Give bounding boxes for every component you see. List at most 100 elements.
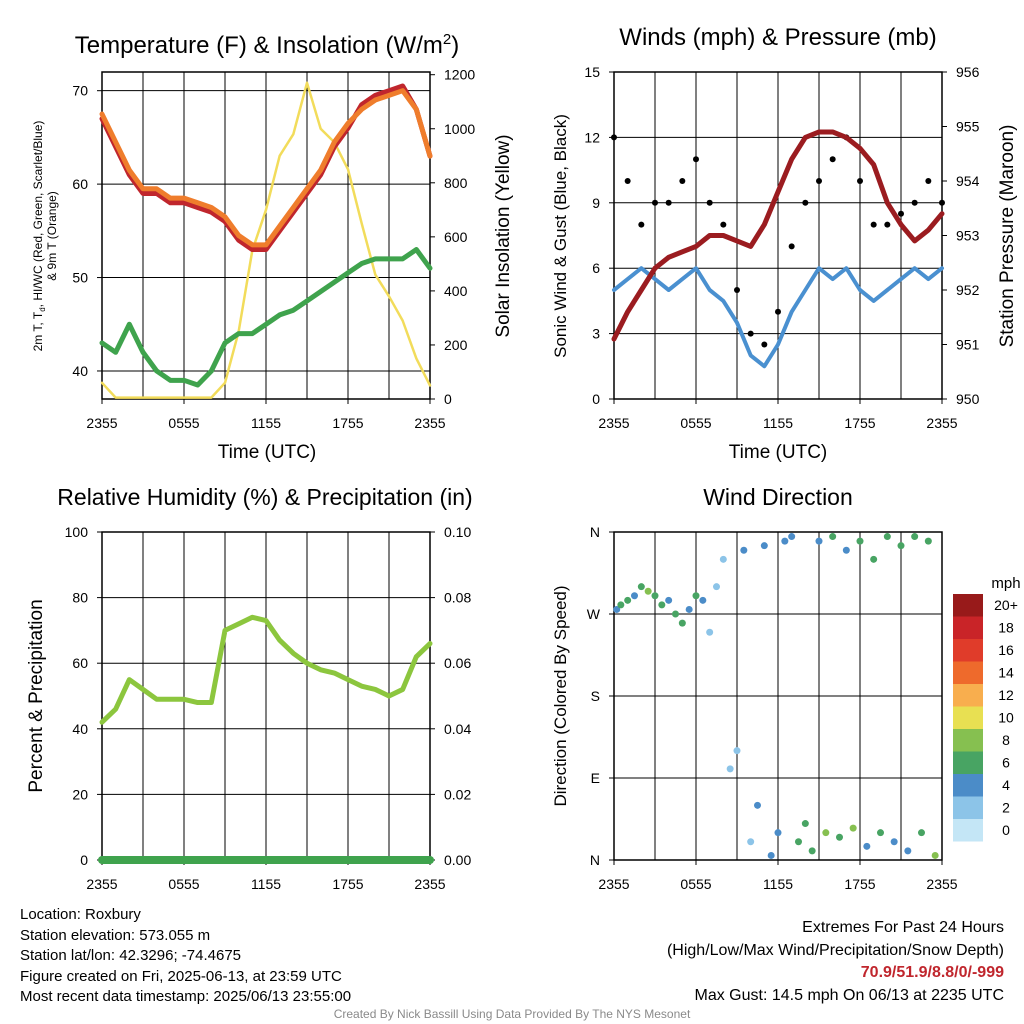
y-tick-label: 60	[72, 655, 88, 671]
legend-label: 6	[1002, 755, 1010, 771]
y-tick-label: 100	[65, 524, 89, 540]
y2-tick-label: 954	[956, 173, 980, 189]
max-gust-text: Max Gust: 14.5 mph On 06/13 at 2235 UTC	[694, 986, 1005, 1004]
direction-point	[842, 546, 850, 554]
elevation-text: Station elevation: 573.055 m	[20, 926, 211, 944]
legend-swatch	[953, 729, 983, 752]
direction-point	[719, 555, 727, 563]
direction-point	[774, 829, 782, 837]
y2-tick-label: 600	[444, 229, 468, 245]
direction-point	[788, 533, 796, 541]
legend-swatch	[953, 661, 983, 684]
legend-label: 8	[1002, 732, 1010, 748]
y2-tick-label: 0.08	[444, 590, 471, 606]
direction-point	[658, 601, 666, 609]
speed-legend: 20+ 18 16 14 12 10 8 6 4 2 0	[953, 594, 1018, 842]
direction-point	[911, 533, 919, 541]
y-tick-label: N	[590, 852, 600, 868]
legend-title: mph	[991, 575, 1020, 592]
direction-point	[781, 537, 789, 545]
direction-point	[617, 601, 625, 609]
temperature-y2label: Solar Insolation (Yellow)	[493, 134, 514, 337]
extremes-values: 70.9/51.9/8.8/0/-999	[860, 964, 1004, 981]
x-tick-label: 2355	[926, 876, 957, 892]
x-tick-label: 2355	[926, 415, 957, 431]
direction-point	[877, 829, 884, 837]
gust-point	[788, 243, 795, 250]
direction-point	[624, 596, 632, 604]
temperature-title: Temperature (F) & Insolation (W/m2)	[75, 31, 459, 59]
winds-ylabel: Sonic Wind & Gust (Blue, Black)	[551, 114, 570, 358]
x-tick-label: 2355	[598, 415, 629, 431]
gust-point	[898, 210, 904, 217]
y-tick-label: S	[591, 688, 600, 704]
direction-point	[801, 820, 809, 828]
legend-label: 20+	[994, 597, 1018, 613]
gust-point	[720, 221, 727, 228]
gust-point	[884, 221, 891, 228]
gust-point	[911, 199, 918, 206]
direction-point	[849, 824, 857, 832]
winds-xlabel: Time (UTC)	[729, 442, 828, 463]
direction-point	[931, 851, 939, 859]
gust-point	[638, 221, 645, 228]
direction-point	[897, 542, 905, 550]
y-tick-label: 15	[584, 64, 600, 80]
gust-point	[624, 178, 631, 184]
gust-point	[693, 156, 699, 163]
y-tick-label: N	[590, 524, 600, 540]
y-tick-label: 0	[592, 391, 600, 407]
direction-point	[924, 537, 932, 545]
humidity-title: Relative Humidity (%) & Precipitation (i…	[57, 484, 472, 510]
legend-label: 14	[998, 665, 1014, 681]
direction-point	[613, 605, 621, 613]
series-line-2m-t	[99, 83, 433, 253]
y-tick-label: E	[591, 770, 600, 786]
y-tick-label: 9	[592, 195, 600, 211]
y2-tick-label: 955	[956, 119, 980, 135]
y2-tick-label: 953	[956, 228, 980, 244]
series-line-td	[99, 247, 433, 388]
legend-swatch	[953, 706, 983, 729]
extremes-subtitle: (High/Low/Max Wind/Precipitation/Snow De…	[666, 941, 1004, 959]
y-tick-label: 6	[592, 260, 600, 276]
gust-point	[652, 199, 658, 206]
direction-point	[631, 592, 638, 600]
direction-point	[713, 583, 720, 591]
direction-panel: 2355 0555 1155 1755 2355 N E S W N	[587, 524, 958, 892]
direction-point	[856, 537, 864, 545]
legend-label: 2	[1002, 800, 1010, 816]
gust-point	[734, 287, 740, 293]
direction-point	[870, 555, 878, 563]
direction-point	[836, 833, 843, 841]
y2-tick-label: 0.06	[444, 655, 471, 671]
gust-point	[925, 178, 932, 184]
y-tick-label: 80	[72, 590, 88, 606]
x-tick-label: 2355	[414, 876, 445, 892]
legend-swatch	[953, 594, 983, 617]
y2-tick-label: 950	[956, 391, 980, 407]
y2-tick-label: 800	[444, 175, 468, 191]
direction-point	[685, 605, 693, 613]
y-tick-label: 60	[72, 176, 88, 192]
y2-tick-label: 0	[444, 391, 452, 407]
direction-point	[808, 847, 816, 855]
x-tick-label: 0555	[680, 415, 711, 431]
temperature-xlabel: Time (UTC)	[218, 442, 317, 463]
winds-y2label: Station Pressure (Maroon)	[997, 125, 1018, 348]
legend-swatch	[953, 796, 983, 819]
direction-ylabel: Direction (Colored By Speed)	[551, 585, 570, 806]
gust-point	[857, 178, 863, 184]
gust-point	[747, 330, 754, 337]
y-tick-label: 0	[80, 852, 88, 868]
direction-point	[815, 537, 823, 545]
y-tick-label: W	[587, 606, 601, 622]
series-line-relative-humidity	[99, 614, 433, 725]
legend-swatch	[953, 774, 983, 797]
temperature-ylabel-line2: & 9m T (Orange)	[45, 191, 59, 281]
winds-panel: 2355 0555 1155 1755 2355 0 3 6 9 12 15 950 951 952 953…	[584, 64, 979, 431]
credit-text: Created By Nick Bassill Using Data Provi…	[333, 1007, 691, 1021]
direction-point	[637, 583, 645, 591]
x-tick-label: 1155	[251, 415, 281, 431]
legend-swatch	[953, 616, 983, 639]
